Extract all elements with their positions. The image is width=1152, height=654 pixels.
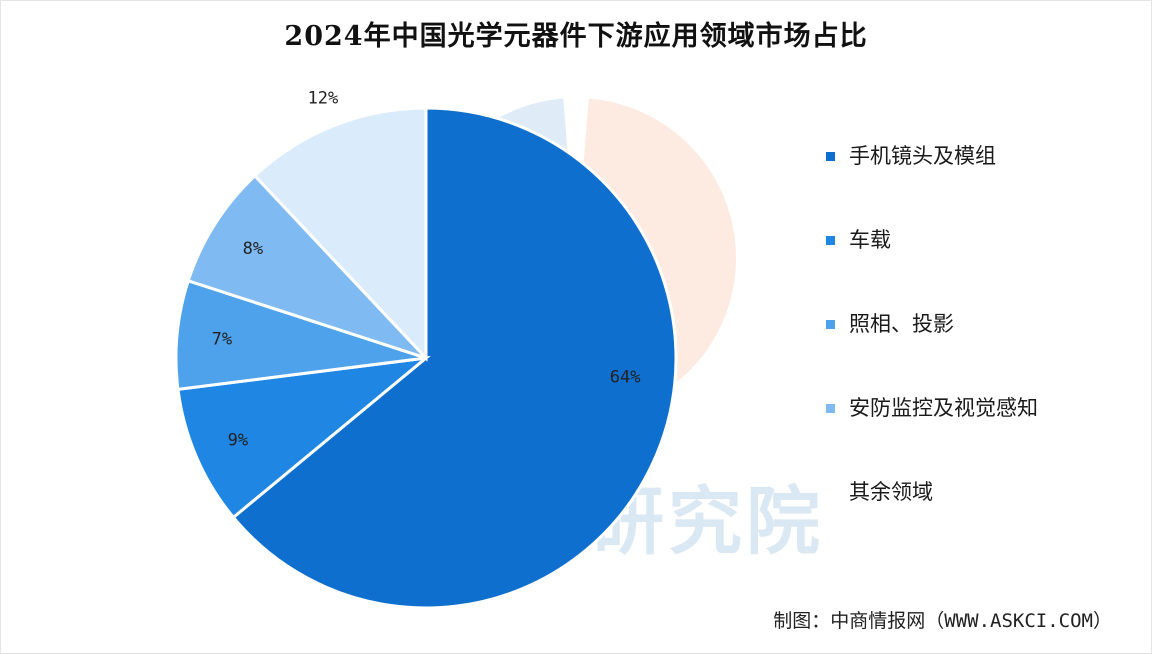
slice-label-0: 64%	[610, 367, 641, 387]
slice-label-2: 7%	[212, 330, 232, 350]
legend-swatch-3	[826, 404, 835, 413]
pie-slice-4	[252, 106, 428, 362]
legend-label-0: 手机镜头及模组	[849, 144, 996, 168]
legend-label-2: 照相、投影	[849, 312, 954, 336]
pie-slice-1	[176, 355, 431, 520]
legend: 手机镜头及模组 车载照相、投影安防监控及视觉感知 其余领域	[826, 140, 1146, 560]
legend-item-1: 车载	[826, 224, 1146, 308]
legend-swatch-2	[826, 320, 835, 329]
legend-label-4: 其余领域	[849, 480, 933, 504]
slice-label-1: 9%	[228, 430, 248, 450]
legend-swatch-4	[826, 488, 835, 497]
slice-label-4: 12%	[308, 89, 339, 109]
legend-label-3: 安防监控及视觉感知	[849, 396, 1038, 420]
pie-labels: 64% 9% 7% 8% 12%	[212, 89, 641, 451]
pie-slice-0	[231, 106, 678, 610]
pie-slices	[174, 106, 678, 610]
legend-item-0: 手机镜头及模组	[826, 140, 1146, 224]
legend-item-4: 其余领域	[826, 476, 1146, 560]
legend-label-1: 车载	[849, 228, 891, 252]
pie-slice-2	[174, 278, 427, 392]
legend-swatch-0	[826, 152, 835, 161]
chart-title: 2024年中国光学元器件下游应用领域市场占比	[284, 21, 868, 52]
source-note: 制图：中商情报网（WWW.ASKCI.COM）	[773, 610, 1112, 632]
legend-swatch-1	[826, 236, 835, 245]
legend-item-2: 照相、投影	[826, 308, 1146, 392]
pie-slice-3	[186, 173, 428, 360]
slice-label-3: 8%	[243, 239, 263, 259]
legend-item-3: 安防监控及视觉感知	[826, 392, 1146, 476]
